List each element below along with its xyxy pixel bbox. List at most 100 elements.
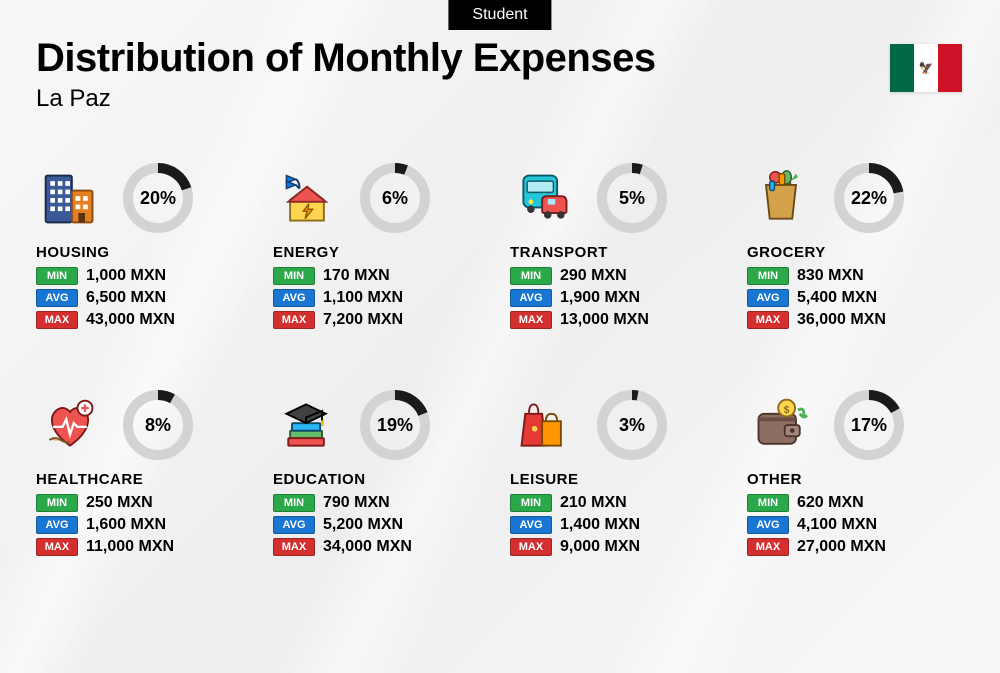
energy-avg-value: 1,100 MXN: [323, 289, 403, 307]
avg-pill: AVG: [273, 289, 315, 307]
housing-min-row: MIN 1,000 MXN: [36, 267, 253, 285]
healthcare-max-row: MAX 11,000 MXN: [36, 538, 253, 556]
grocery-min-value: 830 MXN: [797, 267, 864, 285]
categories-grid: 20% HOUSING MIN 1,000 MXN AVG 6,500 MXN …: [36, 162, 964, 560]
avg-pill: AVG: [510, 289, 552, 307]
education-icon: [273, 394, 341, 456]
leisure-max-value: 9,000 MXN: [560, 538, 640, 556]
leisure-min-row: MIN 210 MXN: [510, 494, 727, 512]
avg-pill: AVG: [36, 289, 78, 307]
healthcare-name: HEALTHCARE: [36, 471, 253, 488]
housing-avg-value: 6,500 MXN: [86, 289, 166, 307]
energy-min-value: 170 MXN: [323, 267, 390, 285]
category-card-transport: 5% TRANSPORT MIN 290 MXN AVG 1,900 MXN M…: [510, 162, 727, 333]
transport-percent-label: 5%: [596, 162, 668, 234]
grocery-avg-value: 5,400 MXN: [797, 289, 877, 307]
avg-pill: AVG: [747, 289, 789, 307]
grocery-percent-donut: 22%: [833, 162, 905, 234]
other-percent-label: 17%: [833, 389, 905, 461]
healthcare-percent-label: 8%: [122, 389, 194, 461]
flag-stripe-white: 🦅: [914, 44, 938, 92]
category-card-housing: 20% HOUSING MIN 1,000 MXN AVG 6,500 MXN …: [36, 162, 253, 333]
min-pill: MIN: [747, 267, 789, 285]
energy-percent-donut: 6%: [359, 162, 431, 234]
min-pill: MIN: [510, 494, 552, 512]
max-pill: MAX: [510, 311, 552, 329]
min-pill: MIN: [510, 267, 552, 285]
other-avg-row: AVG 4,100 MXN: [747, 516, 964, 534]
education-percent-label: 19%: [359, 389, 431, 461]
housing-percent-donut: 20%: [122, 162, 194, 234]
leisure-percent-label: 3%: [596, 389, 668, 461]
housing-percent-label: 20%: [122, 162, 194, 234]
max-pill: MAX: [747, 538, 789, 556]
education-max-value: 34,000 MXN: [323, 538, 412, 556]
other-percent-donut: 17%: [833, 389, 905, 461]
transport-icon: [510, 167, 578, 229]
other-max-row: MAX 27,000 MXN: [747, 538, 964, 556]
energy-percent-label: 6%: [359, 162, 431, 234]
max-pill: MAX: [273, 311, 315, 329]
profile-tag: Student: [448, 0, 551, 30]
category-card-other: $ 17% OTHER MIN 620 MXN AVG 4,100 MXN MA…: [747, 389, 964, 560]
housing-name: HOUSING: [36, 244, 253, 261]
category-card-energy: 6% ENERGY MIN 170 MXN AVG 1,100 MXN MAX …: [273, 162, 490, 333]
grocery-max-value: 36,000 MXN: [797, 311, 886, 329]
healthcare-percent-donut: 8%: [122, 389, 194, 461]
avg-pill: AVG: [36, 516, 78, 534]
leisure-max-row: MAX 9,000 MXN: [510, 538, 727, 556]
grocery-name: GROCERY: [747, 244, 964, 261]
transport-avg-value: 1,900 MXN: [560, 289, 640, 307]
transport-name: TRANSPORT: [510, 244, 727, 261]
energy-name: ENERGY: [273, 244, 490, 261]
transport-min-value: 290 MXN: [560, 267, 627, 285]
energy-min-row: MIN 170 MXN: [273, 267, 490, 285]
max-pill: MAX: [36, 538, 78, 556]
header: Distribution of Monthly Expenses La Paz: [36, 36, 964, 113]
education-percent-donut: 19%: [359, 389, 431, 461]
energy-avg-row: AVG 1,100 MXN: [273, 289, 490, 307]
max-pill: MAX: [36, 311, 78, 329]
grocery-percent-label: 22%: [833, 162, 905, 234]
healthcare-icon: [36, 394, 104, 456]
country-flag: 🦅: [890, 44, 962, 92]
education-max-row: MAX 34,000 MXN: [273, 538, 490, 556]
transport-max-value: 13,000 MXN: [560, 311, 649, 329]
other-avg-value: 4,100 MXN: [797, 516, 877, 534]
other-min-row: MIN 620 MXN: [747, 494, 964, 512]
min-pill: MIN: [747, 494, 789, 512]
other-name: OTHER: [747, 471, 964, 488]
avg-pill: AVG: [747, 516, 789, 534]
housing-max-row: MAX 43,000 MXN: [36, 311, 253, 329]
grocery-icon: [747, 167, 815, 229]
housing-max-value: 43,000 MXN: [86, 311, 175, 329]
healthcare-min-row: MIN 250 MXN: [36, 494, 253, 512]
other-max-value: 27,000 MXN: [797, 538, 886, 556]
leisure-name: LEISURE: [510, 471, 727, 488]
leisure-percent-donut: 3%: [596, 389, 668, 461]
transport-min-row: MIN 290 MXN: [510, 267, 727, 285]
education-avg-value: 5,200 MXN: [323, 516, 403, 534]
healthcare-min-value: 250 MXN: [86, 494, 153, 512]
energy-icon: [273, 167, 341, 229]
healthcare-max-value: 11,000 MXN: [86, 538, 174, 556]
grocery-max-row: MAX 36,000 MXN: [747, 311, 964, 329]
category-card-education: 19% EDUCATION MIN 790 MXN AVG 5,200 MXN …: [273, 389, 490, 560]
max-pill: MAX: [510, 538, 552, 556]
housing-avg-row: AVG 6,500 MXN: [36, 289, 253, 307]
energy-max-value: 7,200 MXN: [323, 311, 403, 329]
grocery-avg-row: AVG 5,400 MXN: [747, 289, 964, 307]
transport-percent-donut: 5%: [596, 162, 668, 234]
transport-avg-row: AVG 1,900 MXN: [510, 289, 727, 307]
healthcare-avg-value: 1,600 MXN: [86, 516, 166, 534]
flag-stripe-green: [890, 44, 914, 92]
max-pill: MAX: [273, 538, 315, 556]
energy-max-row: MAX 7,200 MXN: [273, 311, 490, 329]
category-card-leisure: 3% LEISURE MIN 210 MXN AVG 1,400 MXN MAX…: [510, 389, 727, 560]
education-min-value: 790 MXN: [323, 494, 390, 512]
housing-icon: [36, 167, 104, 229]
leisure-icon: [510, 394, 578, 456]
healthcare-avg-row: AVG 1,600 MXN: [36, 516, 253, 534]
avg-pill: AVG: [273, 516, 315, 534]
location-subtitle: La Paz: [36, 85, 964, 113]
